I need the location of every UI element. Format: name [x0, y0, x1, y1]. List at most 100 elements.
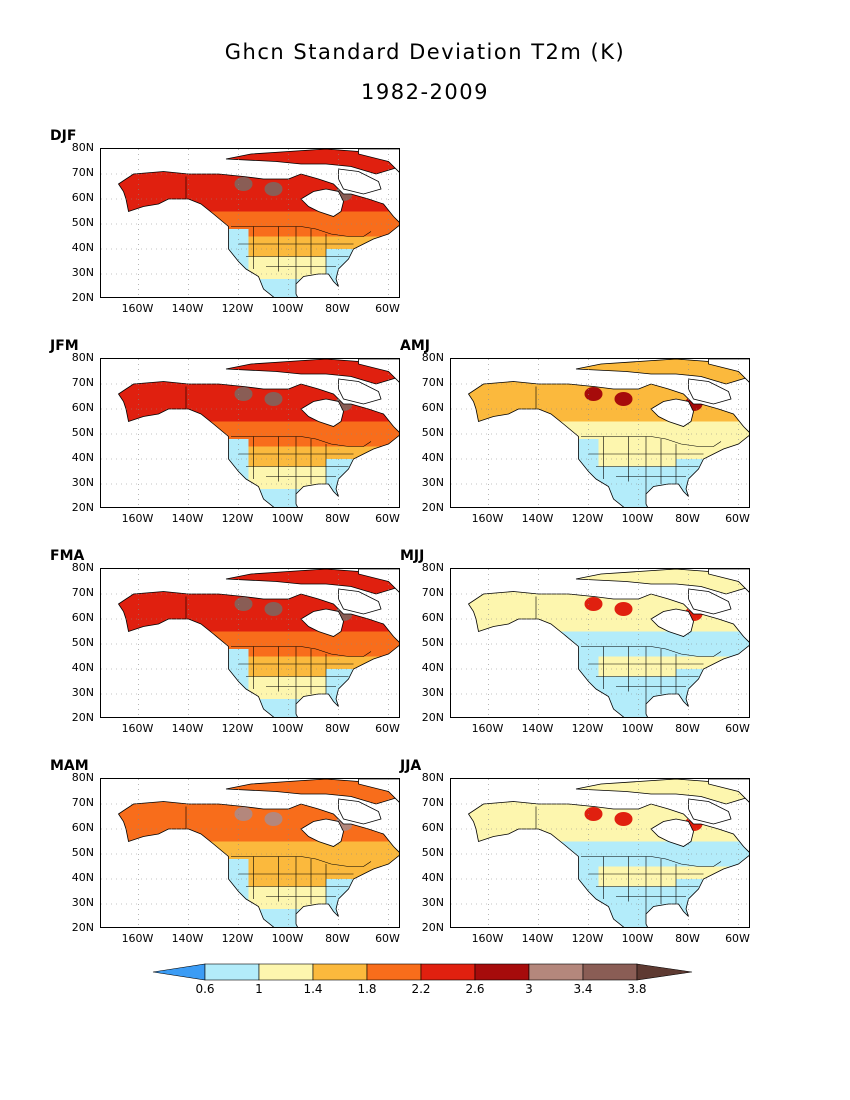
lon-tick-label: 140W: [171, 302, 204, 315]
lat-tick-label: 40N: [71, 241, 94, 254]
map-svg: [101, 359, 399, 507]
map-panel-amj: AMJ 80N 70N 60N 50N 40N 30N 20N 160W 140W 120W 100W…: [400, 338, 750, 528]
map-svg: [101, 149, 399, 297]
lat-tick-label: 80N: [421, 771, 444, 784]
lat-tick-label: 50N: [71, 636, 94, 649]
lat-tick-label: 40N: [71, 661, 94, 674]
lon-tick-label: 120W: [221, 512, 254, 525]
lat-tick-label: 60N: [421, 611, 444, 624]
lon-tick-label: 160W: [121, 512, 154, 525]
colorbar-segment: [366, 963, 422, 981]
lon-tick-label: 100W: [271, 932, 304, 945]
lat-tick-label: 80N: [71, 141, 94, 154]
lon-tick-label: 100W: [621, 722, 654, 735]
map-panel-mjj: MJJ 80N 70N 60N 50N 40N 30N 20N 160W 140W 120W 100W…: [400, 548, 750, 738]
lat-tick-label: 20N: [421, 711, 444, 724]
lat-tick-label: 50N: [71, 846, 94, 859]
lat-tick-label: 80N: [421, 351, 444, 364]
lat-tick-label: 20N: [71, 921, 94, 934]
lat-tick-label: 20N: [421, 501, 444, 514]
lat-tick-label: 30N: [71, 266, 94, 279]
panel-label: AMJ: [400, 338, 430, 354]
map-panel-fma: FMA 80N 70N 60N 50N 40N 30N 20N 160W 140W 120W 100W…: [50, 548, 400, 738]
lat-tick-label: 20N: [71, 291, 94, 304]
lon-tick-label: 160W: [471, 722, 504, 735]
lon-tick-label: 80W: [675, 932, 700, 945]
lon-tick-label: 60W: [725, 512, 750, 525]
lon-tick-label: 120W: [571, 512, 604, 525]
lat-tick-label: 70N: [421, 376, 444, 389]
colorbar-tick-label: 1: [255, 982, 263, 996]
lat-tick-label: 30N: [421, 686, 444, 699]
lon-tick-label: 80W: [325, 302, 350, 315]
lon-tick-label: 140W: [521, 932, 554, 945]
panel-label: MAM: [50, 758, 89, 774]
lat-tick-label: 80N: [71, 351, 94, 364]
colorbar-segment: [420, 963, 476, 981]
lat-tick-label: 70N: [71, 166, 94, 179]
colorbar-segment: [582, 963, 638, 981]
lon-tick-label: 160W: [471, 932, 504, 945]
map-panel-jja: JJA 80N 70N 60N 50N 40N 30N 20N 160W 140W 120W 100W…: [400, 758, 750, 948]
lon-tick-label: 140W: [521, 512, 554, 525]
colorbar-segment: [312, 963, 368, 981]
colorbar-bar: [152, 963, 693, 981]
lon-tick-label: 80W: [675, 512, 700, 525]
lon-tick-label: 120W: [221, 302, 254, 315]
lat-tick-label: 70N: [71, 586, 94, 599]
map-area: [450, 778, 750, 928]
lon-tick-label: 60W: [725, 932, 750, 945]
lat-tick-label: 60N: [71, 191, 94, 204]
lat-tick-label: 40N: [421, 661, 444, 674]
lat-tick-label: 60N: [71, 821, 94, 834]
map-panel-mam: MAM 80N 70N 60N 50N 40N 30N 20N 160W 140W 120W 100W…: [50, 758, 400, 948]
lon-tick-label: 60W: [375, 932, 400, 945]
lat-tick-label: 40N: [71, 871, 94, 884]
map-svg: [451, 779, 749, 927]
lon-tick-label: 60W: [375, 512, 400, 525]
panel-label: DJF: [50, 128, 77, 144]
panel-label: FMA: [50, 548, 85, 564]
coastline: [117, 171, 399, 297]
colorbar-tick-label: 0.6: [195, 982, 215, 996]
coastline: [467, 801, 749, 927]
lat-tick-label: 70N: [71, 796, 94, 809]
lon-tick-label: 120W: [571, 932, 604, 945]
lon-tick-label: 120W: [221, 722, 254, 735]
lat-tick-label: 20N: [421, 921, 444, 934]
panel-label: MJJ: [400, 548, 425, 564]
lat-tick-label: 50N: [421, 636, 444, 649]
map-panel-djf: DJF 80N 70N 60N 50N 40N 30N 20N 160W 140W 120W 100W…: [50, 128, 400, 318]
lon-tick-label: 140W: [171, 722, 204, 735]
map-area: [100, 568, 400, 718]
map-svg: [101, 779, 399, 927]
colorbar-tick-label: 1.8: [357, 982, 377, 996]
map-panel-jfm: JFM 80N 70N 60N 50N 40N 30N 20N 160W 140W 120W 100W…: [50, 338, 400, 528]
lat-tick-label: 60N: [421, 401, 444, 414]
lon-tick-label: 140W: [171, 512, 204, 525]
lat-tick-label: 20N: [71, 711, 94, 724]
lat-tick-label: 30N: [71, 896, 94, 909]
lon-tick-label: 100W: [271, 512, 304, 525]
lat-tick-label: 60N: [71, 611, 94, 624]
map-area: [100, 778, 400, 928]
colorbar-segment: [474, 963, 530, 981]
coastline: [117, 591, 399, 717]
lat-tick-label: 40N: [421, 871, 444, 884]
lat-tick-label: 50N: [421, 846, 444, 859]
panel-label: JJA: [400, 758, 422, 774]
lon-tick-label: 160W: [121, 932, 154, 945]
colorbar-tick-label: 3.8: [627, 982, 647, 996]
lon-tick-label: 80W: [325, 932, 350, 945]
map-area: [450, 568, 750, 718]
map-area: [450, 358, 750, 508]
colorbar-tick-label: 2.2: [411, 982, 431, 996]
lat-tick-label: 30N: [71, 686, 94, 699]
lon-tick-label: 160W: [121, 302, 154, 315]
lon-tick-label: 60W: [375, 302, 400, 315]
lat-tick-label: 40N: [421, 451, 444, 464]
lat-tick-label: 50N: [421, 426, 444, 439]
map-area: [100, 358, 400, 508]
lon-tick-label: 120W: [571, 722, 604, 735]
lat-tick-label: 40N: [71, 451, 94, 464]
